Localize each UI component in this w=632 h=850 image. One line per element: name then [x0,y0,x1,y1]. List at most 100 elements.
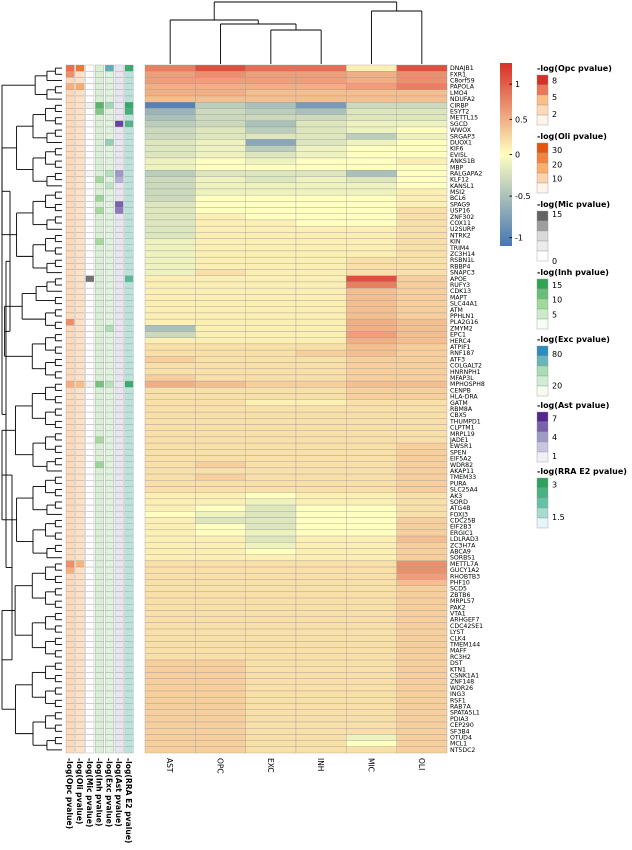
annotation-cell-1-NDUFA2 [75,95,85,103]
annotation-cell-1-RAB7A [75,703,85,710]
heatmap-cell-MRPL19-INH [295,430,347,438]
annotation-cell-3-SLC44A1 [95,300,104,307]
heatmap-cell-MSI2-OLI [396,188,448,196]
annotation-cell-5-RBBP4 [114,263,124,270]
annotation-cell-6-CDK13 [124,287,134,295]
annotation-cell-3-AKAP11 [95,467,104,475]
heatmap-cell-RALGAPA2-INH [295,170,347,177]
annotation-cell-5-PDIA3 [114,715,124,723]
heatmap-cell-KTN1-EXC [245,666,297,673]
annotation-cell-0-SPEN [65,449,75,456]
heatmap-cell-ATF3-AST [144,356,196,363]
annotation-legend-swatch [536,74,549,86]
annotation-cell-0-OTUD4 [65,734,75,741]
annotation-cell-6-ABCA9 [124,548,134,555]
heatmap-cell-NDUFA2-MIC [346,95,397,103]
heatmap-cell-THUMPD1-OLI [396,418,448,425]
annotation-cell-6-CLPTM1 [124,424,134,431]
row-label: MAPT [450,294,467,301]
heatmap-cell-USP16-OPC [195,207,246,214]
heatmap-cell-CLK4-MIC [346,635,397,642]
heatmap-cell-RBM8A-AST [144,405,196,413]
annotation-cell-1-U2SURP [75,225,85,233]
annotation-cell-4-MAPT [105,294,114,301]
annotation-cell-5-USP16 [114,207,124,214]
heatmap-cell-HNRNPH1-MIC [346,368,397,376]
annotation-cell-3-PURA [95,480,104,487]
annotation-cell-5-ATF3 [114,356,124,363]
heatmap-cell-ARHGEF7-EXC [245,616,297,624]
annotation-cell-3-LYST [95,628,104,636]
annotation-cell-1-KANSL1 [75,182,85,190]
heatmap-cell-COLGALT2-OPC [195,362,246,369]
heatmap-cell-SPATA5L1-OPC [195,709,246,716]
annotation-cell-1-RSBN1L [75,256,85,264]
annotation-cell-2-ANKS1B [85,157,95,165]
annotation-legend-swatch [536,240,549,252]
heatmap-cell-TRIM4-OLI [396,244,448,252]
annotation-cell-4-WWOX [105,126,114,134]
heatmap-cell-TRIM4-OPC [195,244,246,252]
annotation-cell-6-TMEM144 [124,641,134,648]
heatmap-cell-WDR26-INH [295,684,347,692]
heatmap-cell-COLGALT2-EXC [245,362,297,369]
heatmap-cell-MSI2-AST [144,188,196,196]
heatmap-cell-MAPT-OLI [396,294,448,301]
heatmap-cell-TRIM4-MIC [346,244,397,252]
annotation-cell-5-FXR1 [114,71,124,78]
heatmap-cell-LYST-OPC [195,628,246,636]
annotation-cell-6-NDUFA2 [124,95,134,103]
legends: 10.50-0.5-1-log(Opc pvalue)852-log(Oli p… [500,63,627,529]
row-label: RBBP4 [450,263,471,270]
heatmap-cell-ZNF148-MIC [346,678,397,685]
heatmap-cell-GATM-AST [144,399,196,407]
row-label: SGCD [450,121,468,128]
heatmap-cell-RC3H2-INH [295,653,347,661]
annotation-legend-title-3: -log(Inh pvalue) [537,268,609,277]
heatmap-cell-BCL6-MIC [346,194,397,202]
annotation-cell-3-MSI2 [95,188,104,196]
annotation-cell-0-HLA-DRA [65,393,75,400]
heatmap-cell-CSNK1A1-OPC [195,672,246,679]
row-label: ATF3 [450,356,465,363]
heatmap-cell-LMO4-MIC [346,89,397,97]
annotation-cell-0-RBM8A [65,405,75,413]
heatmap-cell-KLF12-EXC [245,176,297,183]
row-label: CLK4 [450,635,466,642]
heatmap-cell-CDC42SE1-EXC [245,622,297,630]
annotation-cell-5-VTA1 [114,610,124,617]
annotation-cell-5-PAK2 [114,604,124,611]
annotation-cell-1-WWOX [75,126,85,134]
heatmap-cell-EWSR1-INH [295,442,347,450]
row-label: WDR26 [450,685,473,692]
annotation-cell-1-COLGALT2 [75,362,85,369]
heatmap-cell-AKAP11-EXC [245,467,297,475]
annotation-cell-5-CDK13 [114,287,124,295]
annotation-cell-1-MCL1 [75,740,85,747]
annotation-cell-6-RC3H2 [124,653,134,661]
annotation-cell-0-CENPB [65,387,75,394]
heatmap-cell-METTL7A-MIC [346,560,397,568]
annotation-cell-3-MAPT [95,294,104,301]
row-label: PHF10 [450,580,470,587]
annotation-cell-4-AKAP11 [105,467,114,475]
annotation-cell-1-CIRBP [75,102,85,109]
annotation-cell-2-MSI2 [85,188,95,196]
row-label: MRPL57 [450,598,475,605]
heatmap-cell-ANKS1B-INH [295,157,347,165]
annotation-cell-0-RNF187 [65,349,75,357]
heatmap-cell-SORBS1-OLI [396,554,448,562]
annotation-cell-3-ABCA9 [95,548,104,555]
annotation-legend-tick: 0 [552,257,557,266]
heatmap-cell-ZC3H14-MIC [346,250,397,258]
heatmap-cell-TMEM144-INH [295,641,347,648]
annotation-cell-1-DNAJB1 [75,64,85,72]
heatmap-cell-USP16-MIC [346,207,397,214]
heatmap-cell-MCL1-EXC [245,740,297,747]
annotation-cell-6-METTL15 [124,114,134,121]
annotation-legend-swatch [536,385,549,397]
row-label: ATM [450,307,463,314]
heatmap-cell-RSBN1L-OLI [396,256,448,264]
heatmap-cell-PDIA3-OPC [195,715,246,723]
heatmap-cell-MPHOSPH8-OLI [396,380,448,388]
